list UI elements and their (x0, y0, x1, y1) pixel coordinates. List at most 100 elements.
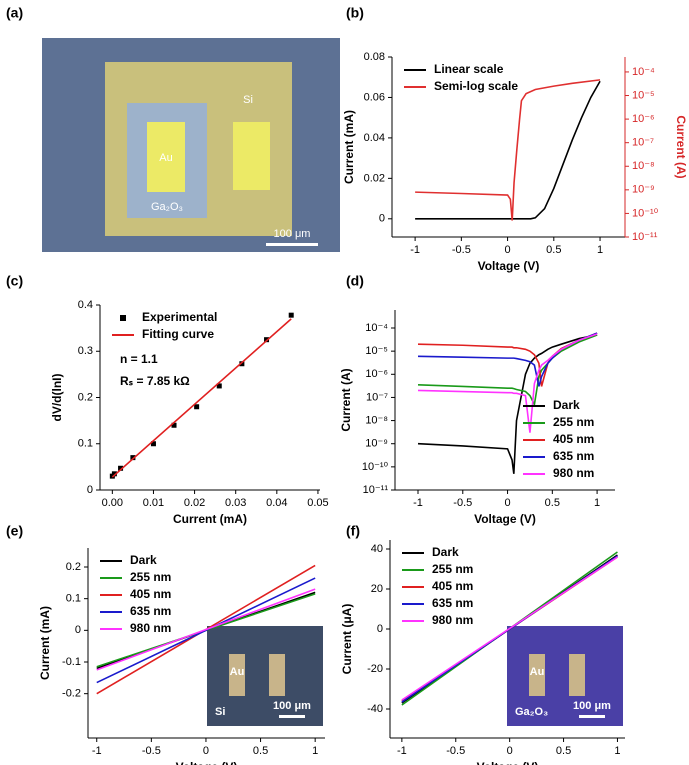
y-tick-label: 10⁻⁷ (366, 391, 388, 403)
x-axis-label: Voltage (V) (477, 760, 539, 765)
data-point (150, 441, 156, 447)
inset-electrode (229, 654, 245, 696)
chart: (c) 0.00 0.01 0.02 0.03 0.04 0.05 0 0.1 0.2 0.3 0.4… (6, 273, 329, 526)
x-tick-label: 0 (507, 745, 513, 757)
x-tick-label: 0 (504, 497, 510, 509)
y-tick-label: 0.2 (78, 391, 93, 403)
y-axis-label: Current (A) (339, 368, 353, 431)
legend-label: 980 nm (432, 613, 473, 627)
y2-tick-label: 10⁻¹¹ (632, 231, 658, 243)
legend-label: 980 nm (130, 621, 171, 635)
x-tick-label: -0.5 (446, 745, 465, 757)
micrograph: (a) Si Au Ga₂O₃ 100 μm (6, 5, 340, 252)
panel-label: (d) (346, 273, 364, 289)
x-axis-label: Voltage (V) (478, 259, 540, 273)
y-axis-label: Current (mA) (342, 110, 356, 184)
y-tick-label: 0.04 (364, 132, 385, 144)
legend-label: 255 nm (432, 562, 473, 576)
legend-label: Linear scale (434, 62, 504, 76)
y-tick-label: 0.02 (364, 172, 385, 184)
electrode (147, 122, 185, 192)
x-tick-label: -1 (397, 745, 407, 757)
scale-bar-label: 100 μm (274, 228, 311, 240)
y-tick-label: -20 (367, 663, 383, 675)
y2-tick-label: 10⁻⁸ (632, 160, 655, 172)
data-point (118, 465, 124, 471)
y-tick-label: 10⁻¹⁰ (362, 461, 389, 473)
x-tick-label: 0 (505, 244, 511, 256)
x-tick-label: 1 (312, 745, 318, 757)
inset-electrode (569, 654, 585, 696)
y-tick-label: 0 (75, 624, 81, 636)
legend-label: Dark (130, 553, 157, 567)
inset-scale-bar (279, 715, 305, 718)
x-tick-label: 0.01 (143, 497, 164, 509)
x-tick-label: 0 (203, 745, 209, 757)
y2-tick-label: 10⁻¹⁰ (632, 207, 659, 219)
y-tick-label: -0.2 (62, 688, 81, 700)
panel-label: (a) (6, 5, 23, 21)
film-label: Ga₂O₃ (151, 201, 183, 213)
inset-scale-bar (579, 715, 605, 718)
chart: (d) -1 -0.5 0 0.5 1 10⁻⁴ 10⁻⁵ 10⁻⁶ 10⁻⁷ 10⁻⁸ 10⁻⁹ 10… (339, 273, 615, 526)
y-tick-label: 10⁻⁴ (365, 322, 388, 334)
y-tick-label: -40 (367, 703, 383, 715)
panel-label: (c) (6, 273, 23, 289)
inset-bg (207, 626, 323, 726)
data-line (401, 556, 618, 701)
y-tick-label: -0.1 (62, 656, 81, 668)
y-tick-label: 10⁻⁵ (365, 345, 388, 357)
x-tick-label: 1 (614, 745, 620, 757)
scale-bar (266, 243, 318, 246)
legend-label: 405 nm (130, 587, 171, 601)
x-axis-label: Voltage (V) (474, 512, 536, 526)
legend-label: Semi-log scale (434, 79, 518, 93)
chart: (f) -1 -0.5 0 0.5 1 -40 -20 0 20 40 Voltage (V) Curr… (340, 523, 625, 765)
x-tick-label: -0.5 (453, 497, 472, 509)
inset-electrode (529, 654, 545, 696)
annotation: Rₛ = 7.85 kΩ (120, 374, 190, 388)
y-tick-label: 20 (371, 583, 383, 595)
au-label: Au (159, 152, 172, 164)
panel-label: (f) (346, 523, 360, 539)
inset-electrode-label: Au (530, 666, 545, 678)
data-point (130, 455, 136, 461)
data-line (415, 79, 601, 221)
chart: (b) -1 -0.5 0 0.5 1 0 0.02 0.04 0.06 0.08 10⁻⁴ 10⁻⁵ 1… (342, 5, 688, 273)
x-tick-label: 1 (594, 497, 600, 509)
legend-label: 635 nm (432, 596, 473, 610)
y-axis-label: dV/d(lnI) (50, 374, 64, 422)
x-axis-label: Current (mA) (173, 512, 247, 526)
x-tick-label: 0.5 (545, 497, 560, 509)
y-tick-label: 0.08 (364, 51, 385, 63)
y2-tick-label: 10⁻⁵ (632, 89, 655, 101)
legend-label: 255 nm (130, 570, 171, 584)
x-tick-label: -1 (410, 244, 420, 256)
electrode (233, 122, 270, 190)
x-tick-label: 0.04 (266, 497, 287, 509)
annotation: n = 1.1 (120, 352, 158, 366)
data-point (288, 312, 294, 318)
legend-label: 405 nm (553, 432, 594, 446)
inset-scale-label: 100 μm (273, 700, 311, 712)
y-tick-label: 0.06 (364, 91, 385, 103)
data-point (194, 404, 200, 410)
y-tick-label: 40 (371, 543, 383, 555)
chart: (e) -1 -0.5 0 0.5 1 -0.2 -0.1 0 0.1 0.2 Voltage (V)… (6, 523, 325, 765)
inset-electrode-label: Au (230, 666, 245, 678)
y-tick-label: 0 (377, 623, 383, 635)
legend-label: Dark (432, 545, 459, 559)
inset-bg (507, 626, 623, 726)
y-axis-label: Current (mA) (38, 606, 52, 680)
y-tick-label: 10⁻¹¹ (363, 484, 389, 496)
y-tick-label: 10⁻⁶ (365, 368, 388, 380)
y-tick-label: 10⁻⁸ (365, 414, 388, 426)
legend-label: 635 nm (553, 449, 594, 463)
data-line (96, 588, 316, 671)
panel-label: (b) (346, 5, 364, 21)
data-point (239, 361, 245, 367)
y2-tick-label: 10⁻⁹ (632, 184, 655, 196)
x-tick-label: -0.5 (142, 745, 161, 757)
si-label: Si (243, 94, 253, 106)
y-axis-label: Current (μA) (340, 604, 354, 675)
